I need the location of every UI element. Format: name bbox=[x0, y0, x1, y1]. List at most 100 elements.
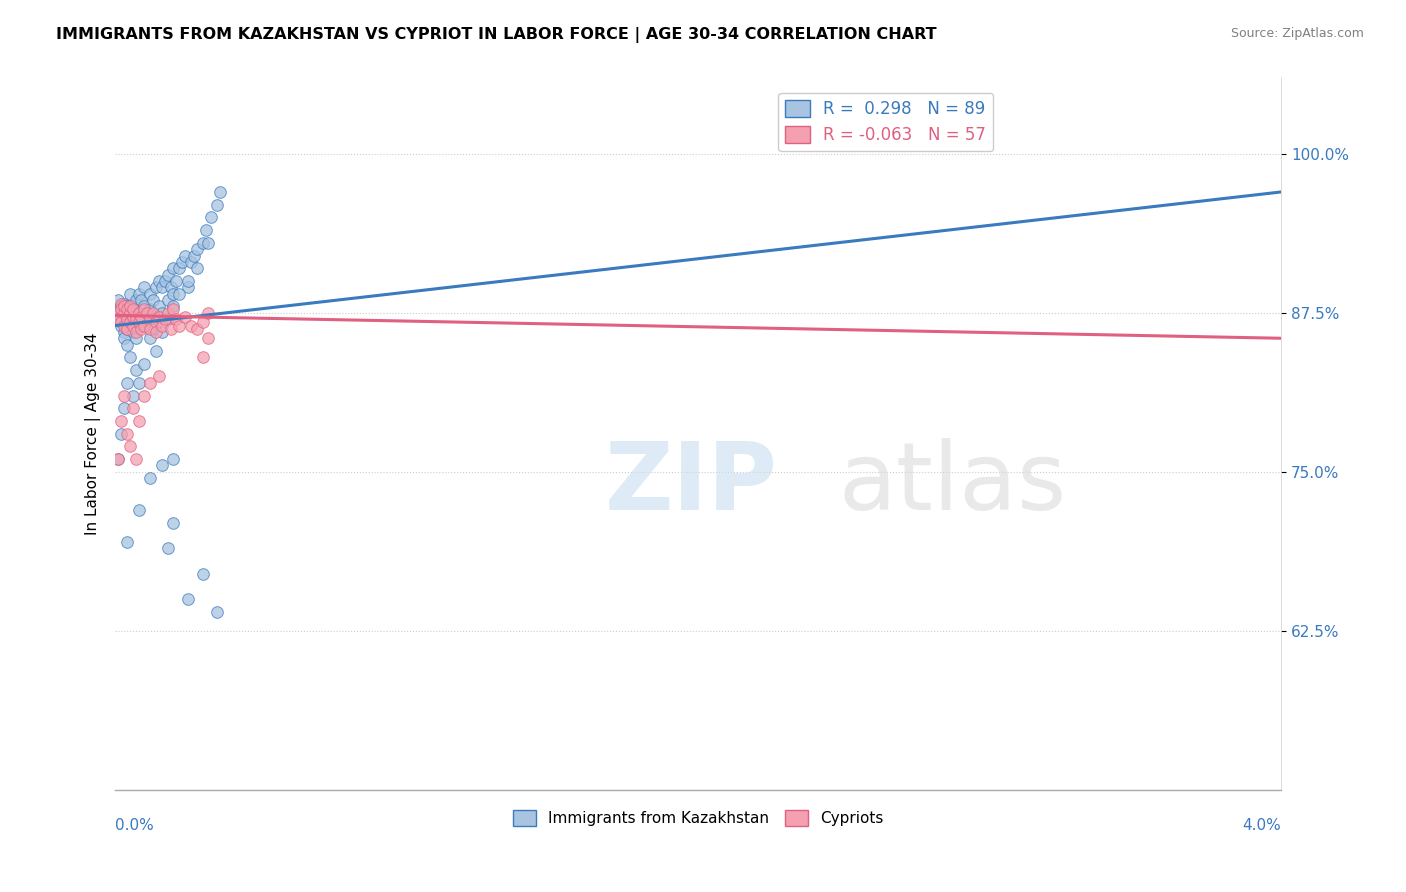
Point bbox=[121, 388, 143, 402]
Point bbox=[145, 280, 167, 294]
Point bbox=[134, 300, 156, 314]
Point bbox=[110, 310, 132, 324]
Point bbox=[191, 235, 214, 250]
Point bbox=[110, 301, 132, 316]
Point bbox=[177, 280, 200, 294]
Point bbox=[124, 363, 146, 377]
Point bbox=[118, 439, 141, 453]
Point bbox=[139, 322, 162, 336]
Point bbox=[156, 268, 179, 282]
Point bbox=[169, 318, 191, 333]
Point bbox=[145, 315, 167, 329]
Point bbox=[115, 300, 138, 314]
Point bbox=[107, 301, 129, 316]
Point bbox=[112, 300, 135, 314]
Point bbox=[148, 300, 170, 314]
Point bbox=[194, 223, 217, 237]
Point bbox=[115, 301, 138, 316]
Point bbox=[180, 318, 202, 333]
Point bbox=[124, 331, 146, 345]
Point bbox=[156, 306, 179, 320]
Point bbox=[124, 306, 146, 320]
Point bbox=[134, 318, 156, 333]
Point bbox=[115, 337, 138, 351]
Point bbox=[107, 306, 129, 320]
Point bbox=[139, 376, 162, 390]
Point bbox=[200, 211, 222, 225]
Point bbox=[209, 185, 232, 199]
Point bbox=[110, 297, 132, 311]
Text: 0.0%: 0.0% bbox=[115, 819, 153, 833]
Point bbox=[191, 351, 214, 365]
Text: IMMIGRANTS FROM KAZAKHSTAN VS CYPRIOT IN LABOR FORCE | AGE 30-34 CORRELATION CHA: IMMIGRANTS FROM KAZAKHSTAN VS CYPRIOT IN… bbox=[56, 27, 936, 43]
Point bbox=[177, 274, 200, 288]
Point bbox=[118, 351, 141, 365]
Point bbox=[131, 312, 153, 326]
Point bbox=[121, 401, 143, 416]
Text: 4.0%: 4.0% bbox=[1243, 819, 1281, 833]
Point bbox=[150, 458, 173, 473]
Point bbox=[118, 315, 141, 329]
Point bbox=[139, 312, 162, 326]
Point bbox=[197, 306, 219, 320]
Point bbox=[174, 249, 197, 263]
Point bbox=[134, 357, 156, 371]
Point bbox=[165, 312, 187, 326]
Point bbox=[177, 592, 200, 607]
Point bbox=[115, 322, 138, 336]
Point bbox=[150, 318, 173, 333]
Point bbox=[172, 255, 194, 269]
Point bbox=[191, 566, 214, 581]
Point bbox=[118, 286, 141, 301]
Point bbox=[205, 605, 228, 619]
Point bbox=[128, 315, 150, 329]
Point bbox=[145, 325, 167, 339]
Point bbox=[148, 369, 170, 384]
Point bbox=[174, 310, 197, 324]
Point bbox=[156, 312, 179, 326]
Point bbox=[162, 286, 184, 301]
Point bbox=[112, 325, 135, 339]
Point bbox=[115, 376, 138, 390]
Point bbox=[142, 306, 165, 320]
Point bbox=[150, 306, 173, 320]
Point bbox=[112, 318, 135, 333]
Point bbox=[183, 249, 205, 263]
Point bbox=[139, 331, 162, 345]
Point bbox=[150, 325, 173, 339]
Point bbox=[197, 235, 219, 250]
Point bbox=[124, 312, 146, 326]
Point bbox=[205, 197, 228, 211]
Point bbox=[165, 274, 187, 288]
Point bbox=[142, 322, 165, 336]
Point bbox=[159, 322, 181, 336]
Point bbox=[162, 301, 184, 316]
Point bbox=[169, 286, 191, 301]
Point bbox=[107, 452, 129, 467]
Point bbox=[128, 286, 150, 301]
Point bbox=[186, 261, 208, 276]
Point bbox=[191, 315, 214, 329]
Point bbox=[134, 318, 156, 333]
Point bbox=[121, 301, 143, 316]
Point bbox=[128, 503, 150, 517]
Point bbox=[180, 255, 202, 269]
Point bbox=[128, 306, 150, 320]
Point bbox=[121, 312, 143, 326]
Point bbox=[121, 310, 143, 324]
Point bbox=[107, 306, 129, 320]
Point bbox=[110, 318, 132, 333]
Point bbox=[145, 312, 167, 326]
Point bbox=[159, 280, 181, 294]
Point bbox=[186, 242, 208, 256]
Point bbox=[134, 280, 156, 294]
Point bbox=[110, 313, 132, 327]
Point bbox=[112, 388, 135, 402]
Point bbox=[162, 452, 184, 467]
Point bbox=[118, 318, 141, 333]
Point bbox=[115, 312, 138, 326]
Point bbox=[128, 414, 150, 428]
Point bbox=[162, 300, 184, 314]
Point bbox=[136, 306, 159, 320]
Point bbox=[148, 274, 170, 288]
